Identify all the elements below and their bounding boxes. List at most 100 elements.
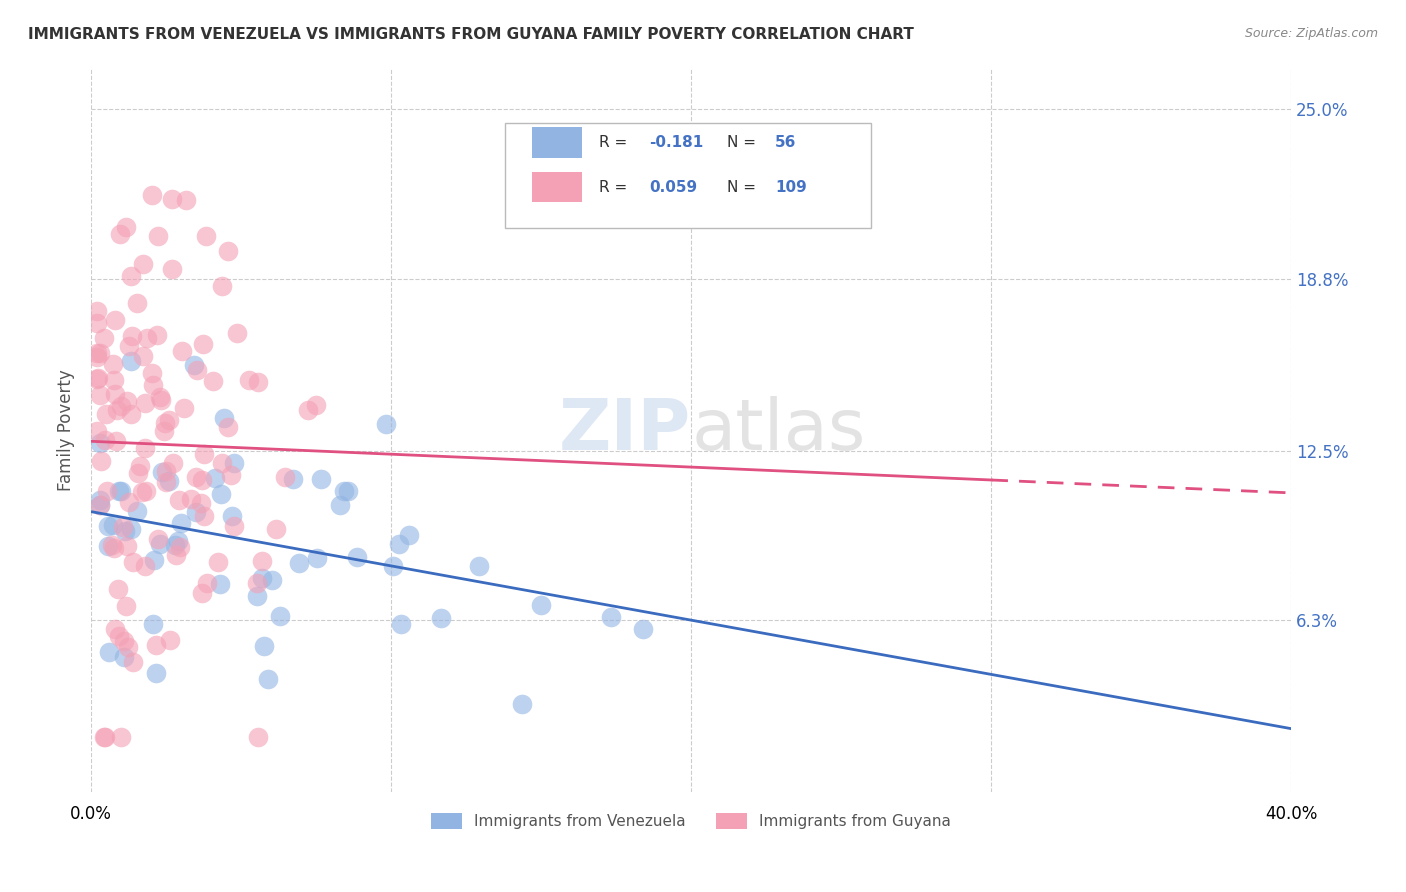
Point bbox=[264, 522, 287, 536]
Point bbox=[115, 394, 138, 409]
Point bbox=[89, 493, 111, 508]
Point bbox=[104, 622, 127, 636]
Point bbox=[297, 403, 319, 417]
Text: 109: 109 bbox=[775, 179, 807, 194]
Point bbox=[257, 673, 280, 687]
Point bbox=[121, 408, 143, 422]
Point bbox=[157, 413, 180, 427]
Point bbox=[184, 470, 207, 484]
Point bbox=[134, 559, 156, 574]
Point bbox=[217, 244, 239, 259]
Point bbox=[93, 731, 115, 745]
Point bbox=[398, 528, 420, 542]
Point bbox=[204, 471, 226, 485]
Y-axis label: Family Poverty: Family Poverty bbox=[58, 369, 75, 491]
Point bbox=[184, 505, 207, 519]
Point bbox=[157, 474, 180, 488]
Point bbox=[305, 551, 328, 566]
Point bbox=[112, 649, 135, 664]
Point bbox=[93, 731, 115, 745]
Point bbox=[96, 484, 118, 499]
Text: 0.059: 0.059 bbox=[650, 179, 697, 194]
Point bbox=[381, 558, 404, 573]
Point bbox=[260, 574, 283, 588]
Point bbox=[631, 622, 654, 636]
Point bbox=[190, 496, 212, 510]
Point bbox=[145, 638, 167, 652]
Point bbox=[86, 351, 108, 365]
Point bbox=[103, 386, 125, 401]
Point bbox=[131, 484, 153, 499]
Point bbox=[173, 401, 195, 415]
Point bbox=[329, 498, 352, 512]
Point bbox=[117, 640, 139, 655]
Point bbox=[148, 533, 170, 547]
Point bbox=[253, 639, 276, 653]
Point bbox=[162, 456, 184, 470]
Point bbox=[193, 447, 215, 461]
Point bbox=[468, 558, 491, 573]
Point bbox=[155, 463, 177, 477]
Point bbox=[222, 456, 245, 470]
Point bbox=[111, 520, 134, 534]
Point bbox=[174, 193, 197, 207]
Point bbox=[183, 358, 205, 372]
Point bbox=[274, 470, 297, 484]
Point bbox=[89, 388, 111, 402]
Point bbox=[337, 484, 360, 499]
Point bbox=[191, 336, 214, 351]
Point bbox=[105, 402, 128, 417]
Point bbox=[120, 269, 142, 284]
Text: IMMIGRANTS FROM VENEZUELA VS IMMIGRANTS FROM GUYANA FAMILY POVERTY CORRELATION C: IMMIGRANTS FROM VENEZUELA VS IMMIGRANTS … bbox=[28, 27, 914, 42]
Point bbox=[288, 556, 311, 570]
Point bbox=[134, 396, 156, 410]
Point bbox=[108, 227, 131, 241]
Point bbox=[127, 466, 149, 480]
Point bbox=[89, 346, 111, 360]
Point bbox=[246, 376, 269, 390]
Point bbox=[90, 454, 112, 468]
Text: Source: ZipAtlas.com: Source: ZipAtlas.com bbox=[1244, 27, 1378, 40]
Text: N =: N = bbox=[727, 179, 761, 194]
Point bbox=[269, 609, 291, 624]
Point bbox=[141, 188, 163, 202]
Point bbox=[97, 644, 120, 658]
Point bbox=[222, 518, 245, 533]
Point bbox=[211, 456, 233, 470]
Point bbox=[388, 537, 411, 551]
Point bbox=[599, 610, 621, 624]
Point bbox=[150, 392, 173, 407]
FancyBboxPatch shape bbox=[505, 123, 872, 227]
Point bbox=[149, 536, 172, 550]
Point bbox=[193, 509, 215, 524]
Point bbox=[389, 617, 412, 632]
Point bbox=[86, 304, 108, 318]
Point bbox=[86, 372, 108, 386]
Point bbox=[180, 492, 202, 507]
Point bbox=[346, 549, 368, 564]
Text: ZIP: ZIP bbox=[560, 396, 692, 465]
Point bbox=[211, 279, 233, 293]
Text: R =: R = bbox=[599, 179, 631, 194]
Point bbox=[160, 261, 183, 276]
Point bbox=[87, 371, 110, 385]
Point bbox=[86, 345, 108, 359]
Point bbox=[148, 390, 170, 404]
Text: -0.181: -0.181 bbox=[650, 135, 703, 150]
Point bbox=[145, 327, 167, 342]
Point bbox=[159, 632, 181, 647]
Legend: Immigrants from Venezuela, Immigrants from Guyana: Immigrants from Venezuela, Immigrants fr… bbox=[426, 806, 957, 835]
Point bbox=[93, 433, 115, 447]
Point bbox=[136, 331, 159, 345]
Point bbox=[108, 629, 131, 643]
Point bbox=[105, 434, 128, 448]
Point bbox=[100, 538, 122, 552]
Point bbox=[212, 411, 235, 425]
Point bbox=[194, 228, 217, 243]
Point bbox=[186, 362, 208, 376]
Point bbox=[107, 484, 129, 499]
Point bbox=[219, 468, 242, 483]
Point bbox=[195, 576, 218, 591]
Point bbox=[110, 399, 132, 413]
Point bbox=[115, 220, 138, 235]
